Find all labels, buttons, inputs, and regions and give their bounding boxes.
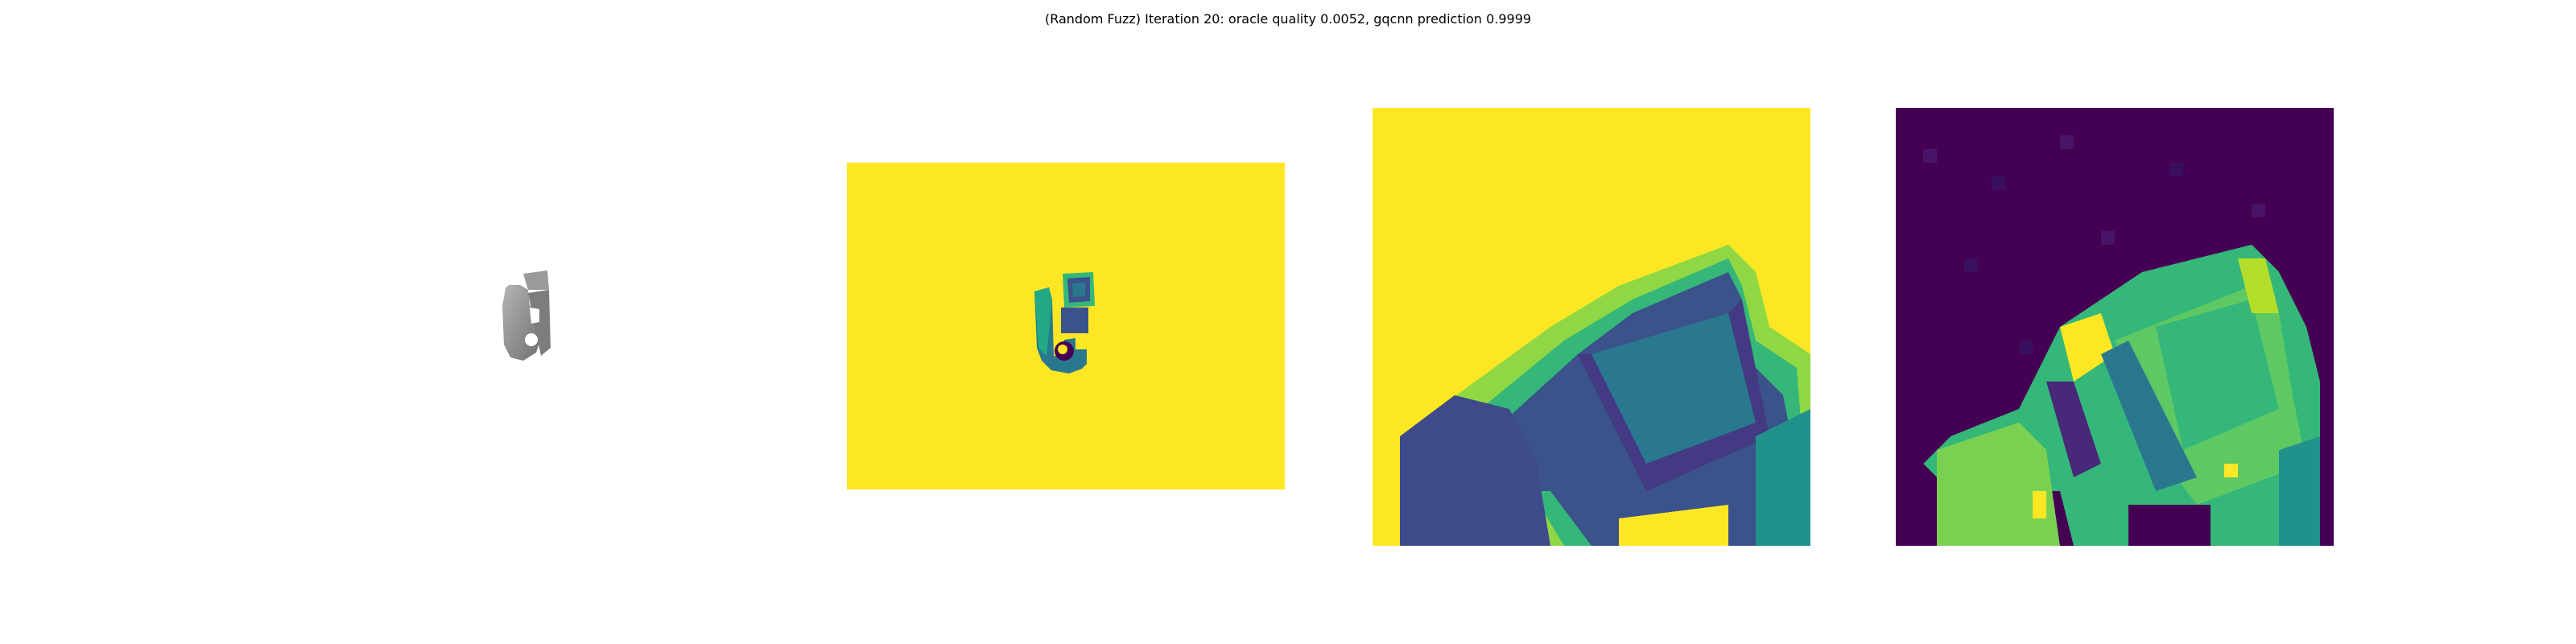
fuzzed-depth-crop-image [1896, 108, 2334, 546]
depth-image [847, 163, 1285, 489]
depth-image-panel [847, 163, 1285, 489]
fuzzed-depth-crop-panel [1896, 108, 2334, 546]
depth-crop-panel [1373, 108, 1810, 546]
figure-title: (Random Fuzz) Iteration 20: oracle quali… [1044, 11, 1532, 27]
rendered-object-panel [419, 258, 596, 386]
rendered-object-image [502, 270, 551, 361]
object-hole [525, 333, 538, 346]
depth-crop-image [1373, 108, 1810, 546]
